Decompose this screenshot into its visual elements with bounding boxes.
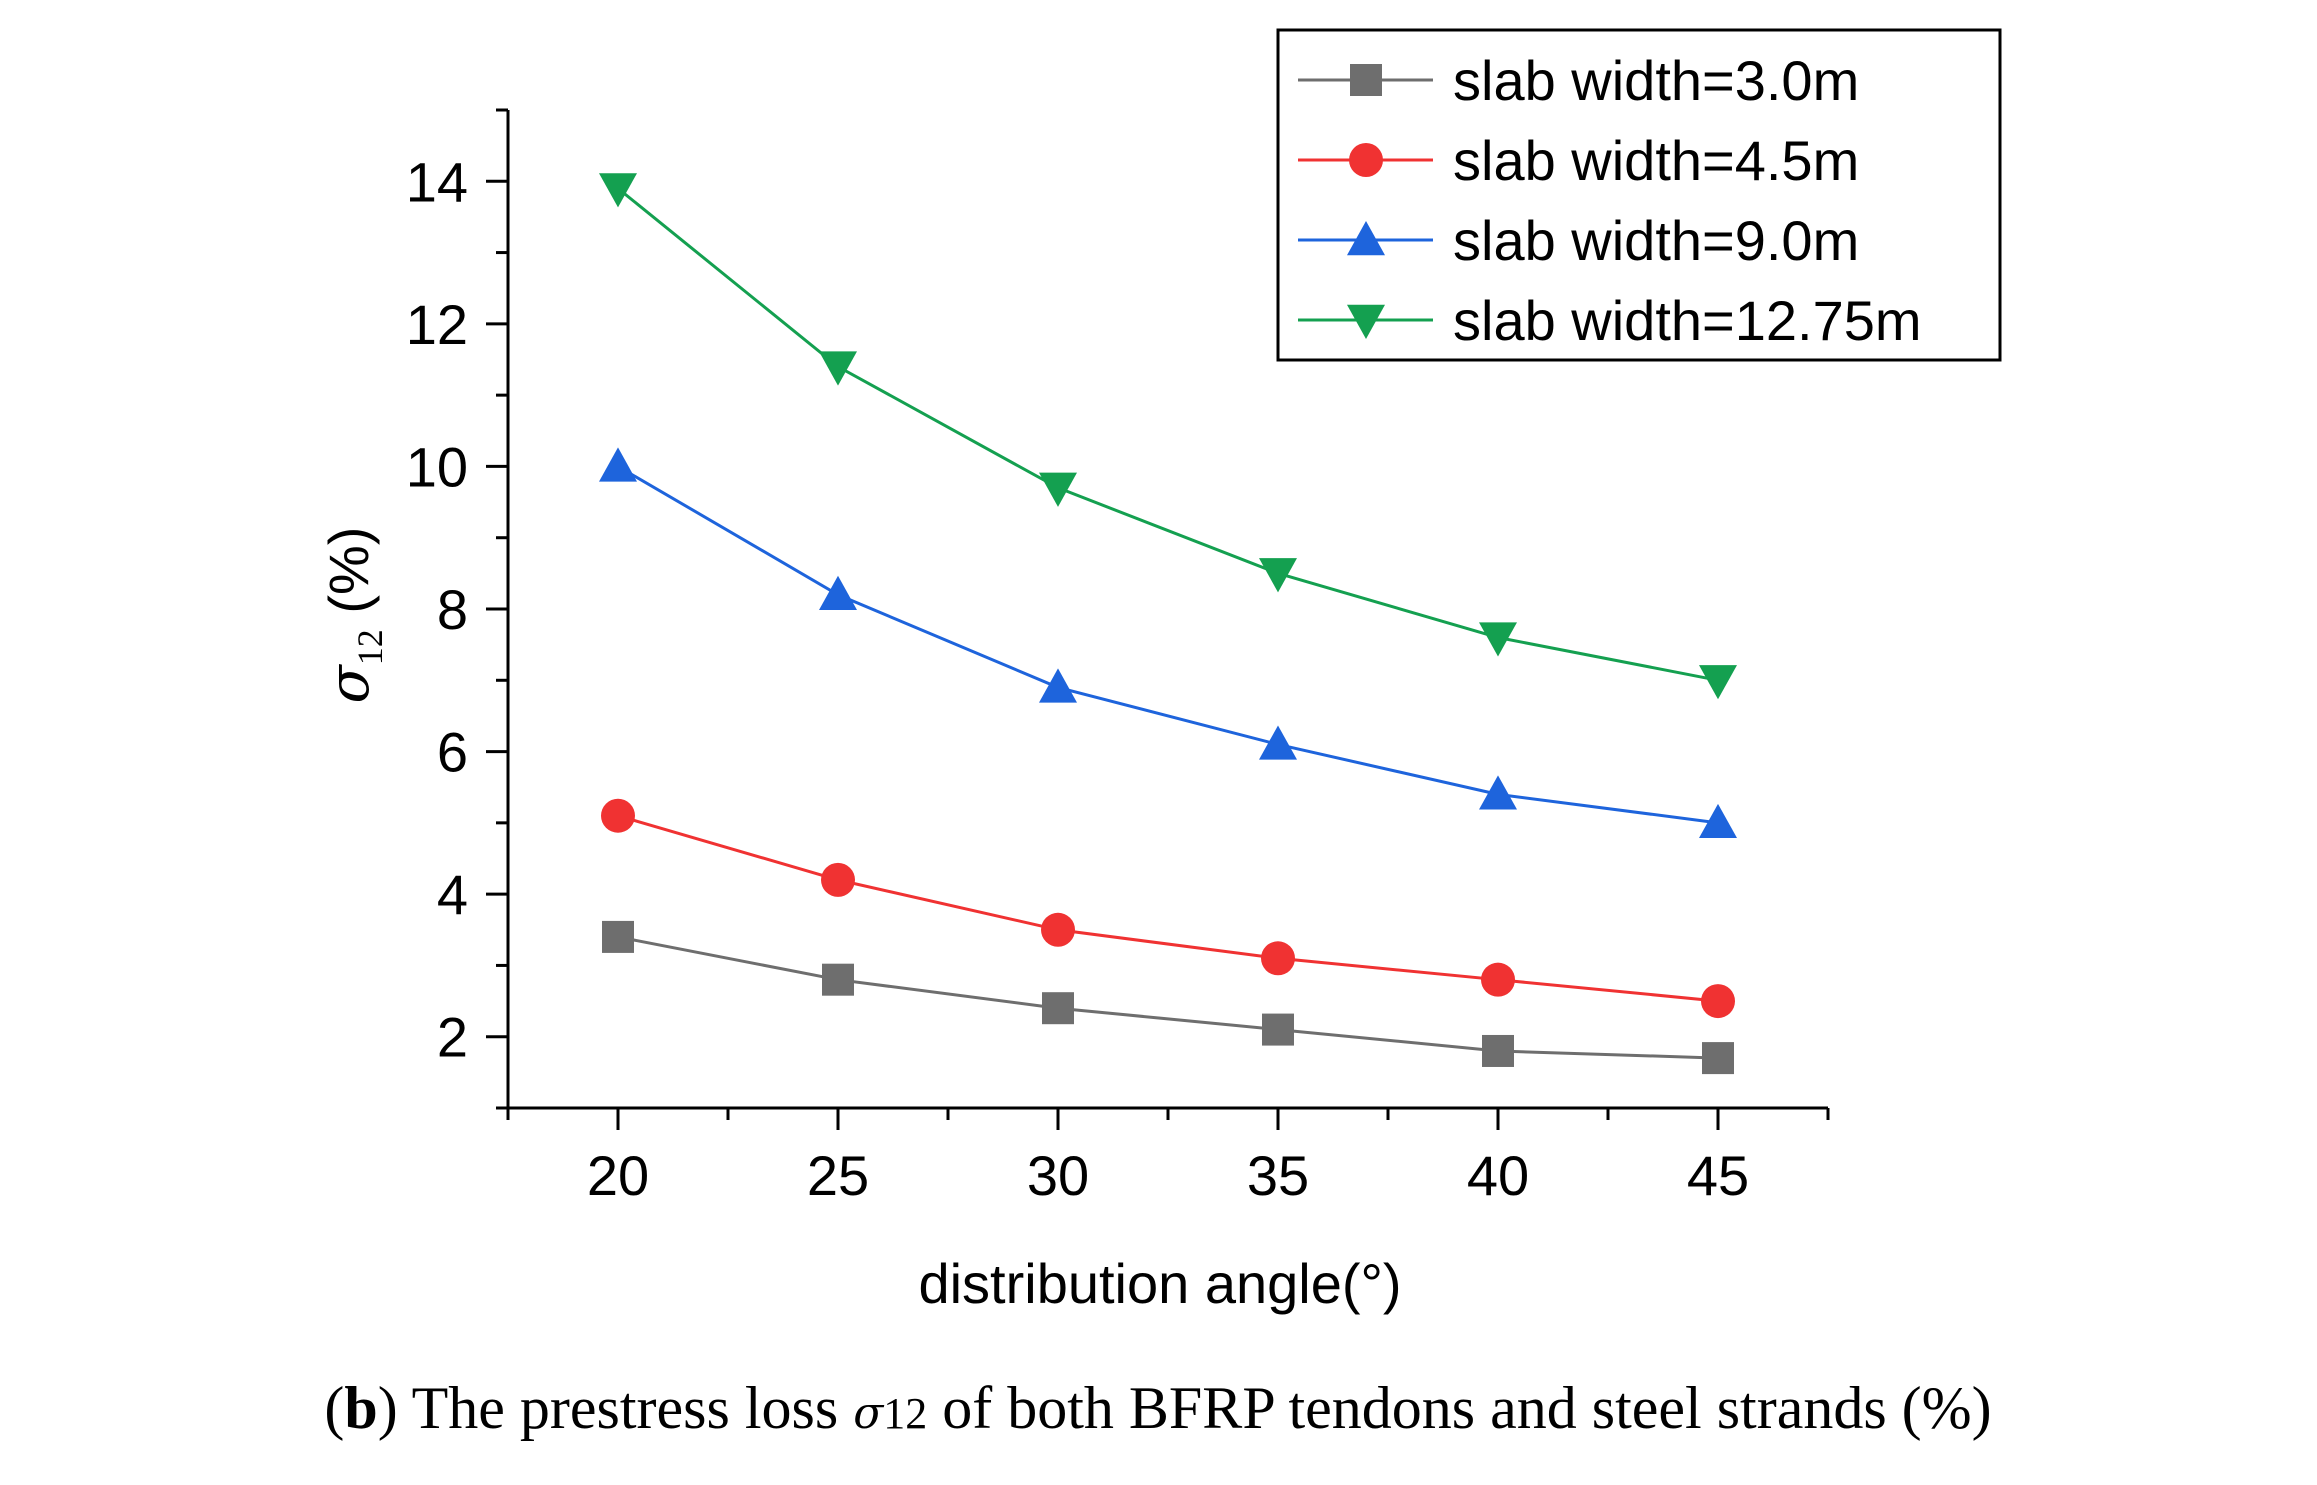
legend-item-2: slab width=4.5m (1298, 129, 1859, 192)
caption-symbol: σ (853, 1388, 885, 1439)
data-point (819, 575, 857, 610)
series-3 (599, 447, 1737, 839)
data-point (1041, 912, 1075, 947)
series-4 (599, 173, 1737, 700)
y-tick-label: 6 (437, 721, 468, 784)
legend-item-4: slab width=12.75m (1298, 289, 1922, 352)
data-point (1039, 668, 1077, 703)
caption-close-paren: ) (378, 1375, 398, 1441)
data-point (1699, 803, 1737, 839)
series-line (617, 935, 1719, 1060)
x-tick-label: 45 (1687, 1144, 1749, 1207)
data-point (1702, 1042, 1734, 1075)
x-tick-label: 20 (587, 1144, 649, 1207)
legend: slab width=3.0m slab width=4.5m slab width… (1276, 28, 2002, 362)
series-2 (601, 798, 1735, 1019)
x-tick-label: 25 (807, 1144, 869, 1207)
data-point (1261, 941, 1295, 976)
legend-label: slab width=9.0m (1453, 209, 1859, 272)
x-tick-label: 30 (1027, 1144, 1089, 1207)
y-tick-label: 12 (406, 293, 468, 356)
legend-label: slab width=4.5m (1453, 129, 1859, 192)
caption-text-before: The prestress loss (398, 1375, 854, 1441)
legend-marker (1347, 304, 1385, 339)
series-1 (602, 920, 1734, 1075)
legend-item-3: slab width=9.0m (1298, 209, 1859, 272)
caption-subscript: 12 (883, 1389, 927, 1438)
legend-box (1276, 28, 2002, 362)
plot-series (599, 173, 1737, 1075)
caption-text-after: of both BFRP tendons and steel strands (… (927, 1375, 1991, 1441)
data-point (1479, 622, 1517, 657)
data-point (1701, 984, 1735, 1019)
legend-label: slab width=12.75m (1453, 289, 1922, 352)
x-tick-label: 35 (1247, 1144, 1309, 1207)
data-point (821, 862, 855, 897)
data-point (601, 798, 635, 833)
data-point (1699, 665, 1737, 700)
legend-item-1: slab width=3.0m (1298, 49, 1859, 112)
data-point (822, 963, 854, 996)
series-line (617, 465, 1719, 825)
data-point (819, 351, 857, 386)
legend-marker (1349, 143, 1383, 177)
data-point (1259, 558, 1297, 593)
y-tick-label: 4 (437, 863, 468, 926)
legend-label: slab width=3.0m (1453, 49, 1859, 112)
y-tick-label: 8 (437, 578, 468, 641)
y-axis-label: σ12 (%) (317, 527, 390, 704)
caption-label: b (344, 1375, 377, 1441)
data-point (599, 447, 637, 482)
data-point (1481, 962, 1515, 997)
legend-marker (1347, 221, 1385, 256)
data-point (1039, 472, 1077, 507)
y-tick-label: 14 (406, 150, 468, 213)
series-line (617, 187, 1719, 682)
x-axis-label: distribution angle(°) (918, 1252, 1401, 1315)
y-tick-label: 2 (437, 1006, 468, 1069)
data-point (602, 920, 634, 953)
data-point (1479, 775, 1517, 810)
data-point (1482, 1034, 1514, 1067)
axes: 20 25 30 35 40 45 2 4 6 8 10 12 14 (406, 108, 1830, 1207)
series-line (617, 814, 1719, 1003)
data-point (599, 173, 637, 208)
legend-marker (1350, 64, 1382, 96)
y-axis-label-unit-spacer (317, 614, 380, 630)
y-axis-label-symbol: σ (317, 663, 382, 703)
data-point (1262, 1013, 1294, 1046)
x-tick-label: 40 (1467, 1144, 1529, 1207)
y-axis-label-subscript: 12 (350, 629, 390, 665)
y-axis-label-unit: (%) (317, 527, 380, 614)
data-point (1042, 992, 1074, 1025)
data-point (1259, 725, 1297, 760)
y-tick-label: 10 (406, 435, 468, 498)
caption-open-paren: ( (324, 1375, 344, 1441)
figure-caption: (b) The prestress loss σ12 of both BFRP … (324, 1375, 1991, 1441)
